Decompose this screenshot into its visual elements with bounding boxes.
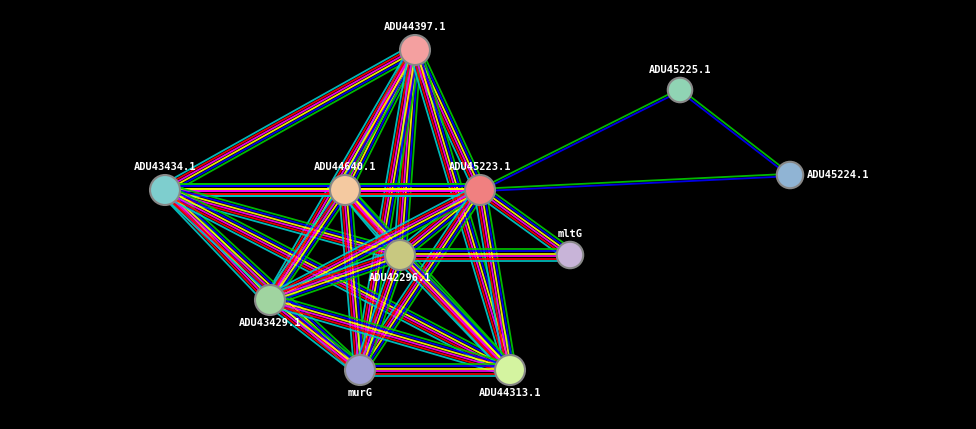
Text: ADU44640.1: ADU44640.1 bbox=[313, 162, 377, 172]
Circle shape bbox=[255, 285, 285, 315]
Circle shape bbox=[150, 175, 180, 205]
Text: ADU44397.1: ADU44397.1 bbox=[384, 22, 446, 32]
Circle shape bbox=[385, 240, 415, 270]
Text: ADU43429.1: ADU43429.1 bbox=[239, 318, 302, 328]
Circle shape bbox=[330, 175, 360, 205]
Circle shape bbox=[345, 355, 375, 385]
Circle shape bbox=[668, 78, 692, 102]
Text: ADU44313.1: ADU44313.1 bbox=[479, 388, 542, 398]
Text: murG: murG bbox=[347, 388, 373, 398]
Text: ADU45223.1: ADU45223.1 bbox=[449, 162, 511, 172]
Circle shape bbox=[495, 355, 525, 385]
Circle shape bbox=[400, 35, 430, 65]
Text: mltG: mltG bbox=[557, 229, 583, 239]
Text: ADU45224.1: ADU45224.1 bbox=[807, 170, 870, 180]
Circle shape bbox=[556, 242, 584, 268]
Text: ADU42296.1: ADU42296.1 bbox=[369, 273, 431, 283]
Circle shape bbox=[465, 175, 495, 205]
Circle shape bbox=[777, 162, 803, 188]
Text: ADU43434.1: ADU43434.1 bbox=[134, 162, 196, 172]
Text: ADU45225.1: ADU45225.1 bbox=[649, 65, 712, 75]
